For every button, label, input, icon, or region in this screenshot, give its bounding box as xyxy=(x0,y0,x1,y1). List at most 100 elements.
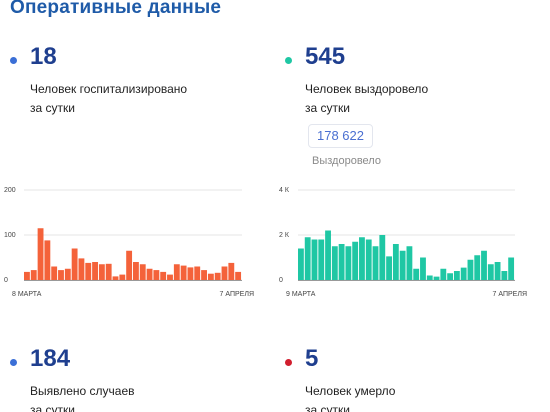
bar xyxy=(85,262,92,280)
recovered-chart: 0 2 К 4 К 9 МАРТА 7 АПРЕЛЯ xyxy=(275,180,545,305)
bar xyxy=(311,239,318,280)
recovered-period: за сутки xyxy=(305,101,350,115)
bar xyxy=(298,248,304,280)
bar xyxy=(160,271,167,280)
bar xyxy=(37,228,44,280)
cases-period: за сутки xyxy=(30,403,75,412)
bar xyxy=(214,272,221,280)
bar xyxy=(447,273,454,280)
hospitalized-period: за сутки xyxy=(30,101,75,115)
bar xyxy=(508,257,515,280)
y-tick-label: 0 xyxy=(279,277,283,284)
deaths-description: Человек умерло за сутки xyxy=(305,382,505,412)
bar xyxy=(453,271,460,280)
deaths-period: за сутки xyxy=(305,403,350,412)
cases-count: 184 xyxy=(30,345,71,372)
hospitalized-chart: 0 100 200 8 МАРТА 7 АПРЕЛЯ xyxy=(0,180,270,305)
bar xyxy=(426,275,433,280)
bar xyxy=(413,268,420,280)
bar xyxy=(399,250,406,280)
x-tick-label-end: 7 АПРЕЛЯ xyxy=(220,291,254,298)
y-tick-label: 100 xyxy=(4,232,16,239)
cases-description: Выявлено случаев за сутки xyxy=(30,382,230,412)
blue-dot-icon xyxy=(10,359,17,366)
bar xyxy=(133,262,139,280)
bar xyxy=(201,270,207,280)
bar xyxy=(318,239,325,280)
recovered-total-badge: 178 622 xyxy=(308,124,373,148)
bar xyxy=(433,276,440,281)
deaths-label: Человек умерло xyxy=(305,384,396,398)
bar xyxy=(345,246,352,280)
y-tick-label: 200 xyxy=(4,187,16,194)
bar xyxy=(92,262,98,280)
bar xyxy=(481,250,487,280)
bar xyxy=(180,265,187,280)
y-tick-label: 4 К xyxy=(279,187,290,194)
bar xyxy=(24,271,30,280)
bar xyxy=(372,246,379,280)
bar xyxy=(64,268,71,280)
bar xyxy=(501,271,508,280)
x-tick-label-start: 9 МАРТА xyxy=(286,291,316,298)
bar xyxy=(235,271,242,280)
bar xyxy=(487,264,494,280)
bar xyxy=(304,237,311,280)
green-dot-icon xyxy=(285,57,292,64)
bar xyxy=(460,267,467,281)
recovered-description: Человек выздоровело за сутки xyxy=(305,80,505,118)
bar xyxy=(126,250,133,280)
cases-label: Выявлено случаев xyxy=(30,384,135,398)
bar xyxy=(221,266,228,280)
bar xyxy=(331,246,338,280)
hospitalized-label: Человек госпитализировано xyxy=(30,82,188,96)
bar xyxy=(325,230,331,280)
recovered-label: Человек выздоровело xyxy=(305,82,429,96)
recovered-bar-chart: 0 2 К 4 К 9 МАРТА 7 АПРЕЛЯ xyxy=(279,187,527,298)
bar xyxy=(474,255,481,280)
bar xyxy=(467,259,474,280)
bar xyxy=(386,256,392,281)
bar xyxy=(228,262,235,280)
hospitalized-bar-chart: 0 100 200 8 МАРТА 7 АПРЕЛЯ xyxy=(4,187,254,298)
bar xyxy=(359,237,365,280)
x-tick-label-start: 8 МАРТА xyxy=(12,291,42,298)
recovered-total-label: Выздоровело xyxy=(312,155,381,167)
recovered-count: 545 xyxy=(305,43,346,70)
bar xyxy=(44,240,51,280)
y-tick-label: 2 К xyxy=(279,232,290,239)
y-tick-label: 0 xyxy=(4,277,8,284)
bar xyxy=(494,262,501,280)
bar xyxy=(406,246,413,280)
bar xyxy=(30,270,37,280)
bar xyxy=(194,266,201,280)
bar xyxy=(98,264,105,280)
deaths-count: 5 xyxy=(305,345,319,372)
bar xyxy=(338,244,345,280)
bar xyxy=(71,248,78,280)
page-title: Оперативные данные xyxy=(10,0,222,18)
bar xyxy=(420,257,426,280)
bar xyxy=(379,235,386,280)
bar xyxy=(153,270,160,280)
bar xyxy=(146,268,153,280)
bar xyxy=(51,266,58,280)
bar xyxy=(440,268,447,280)
bar xyxy=(352,241,359,280)
bar xyxy=(112,276,119,280)
bar xyxy=(187,267,194,280)
bar xyxy=(78,258,85,280)
bar xyxy=(392,244,399,280)
bar xyxy=(105,263,112,280)
bar xyxy=(365,239,372,280)
hospitalized-count: 18 xyxy=(30,43,57,70)
hospitalized-description: Человек госпитализировано за сутки xyxy=(30,80,230,118)
red-dot-icon xyxy=(285,359,292,366)
bar xyxy=(139,264,146,280)
bar xyxy=(58,270,64,280)
x-tick-label-end: 7 АПРЕЛЯ xyxy=(493,291,527,298)
bar xyxy=(167,274,173,280)
bar xyxy=(173,264,180,280)
blue-dot-icon xyxy=(10,57,17,64)
bar xyxy=(207,273,214,280)
